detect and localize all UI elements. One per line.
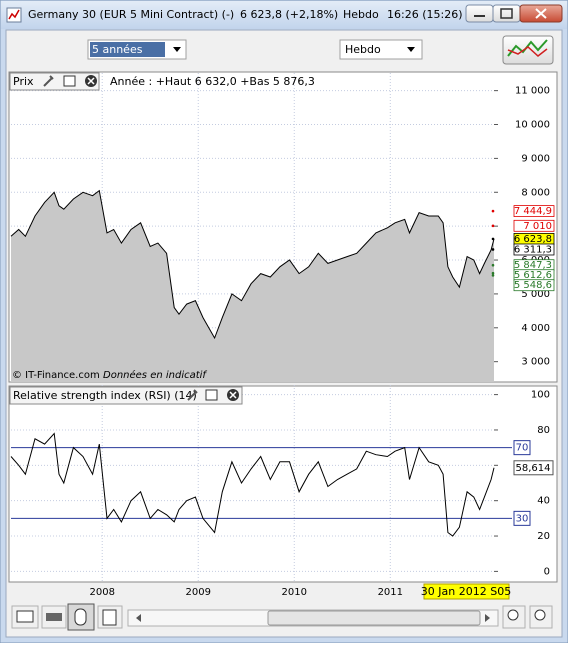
price-level-dot bbox=[491, 263, 495, 267]
zoom-out-glyph bbox=[534, 609, 546, 621]
close-panel-glyph bbox=[229, 391, 237, 399]
x-tick-label: 2011 bbox=[378, 587, 403, 598]
window-period: Hebdo bbox=[343, 8, 379, 21]
rsi-level-box bbox=[513, 510, 531, 526]
price-panel-title: Prix bbox=[13, 75, 34, 88]
dropdown-arrow bbox=[173, 47, 181, 52]
chart-style-button[interactable] bbox=[502, 35, 554, 65]
settings-icon[interactable] bbox=[43, 75, 54, 87]
settings-icon[interactable] bbox=[187, 389, 198, 401]
price-annotation: Année : +Haut 6 632,0 +Bas 5 876,3 bbox=[110, 75, 315, 88]
rsi-level-label: 30 bbox=[516, 513, 529, 524]
price-panel-header bbox=[9, 72, 100, 91]
price-level-box bbox=[513, 219, 555, 232]
cursor-date-box bbox=[423, 583, 510, 600]
price-level-label: 7 010 bbox=[523, 221, 552, 232]
y-tick-label: 0 bbox=[544, 566, 550, 577]
price-level-label: 6 311,3 bbox=[514, 244, 552, 255]
y-tick-label: 11 000 bbox=[515, 86, 550, 97]
price-level-dot bbox=[491, 209, 495, 213]
notes-glyph bbox=[102, 609, 117, 626]
mail-glyph bbox=[16, 610, 34, 623]
y-tick-label: 8 000 bbox=[521, 187, 550, 198]
y-tick-label: 5 000 bbox=[521, 289, 550, 300]
rsi-panel-title: Relative strength index (RSI) (14) bbox=[13, 389, 197, 402]
rsi-line bbox=[10, 432, 495, 537]
window-time: 16:26 (15:26) bbox=[387, 8, 462, 21]
y-tick-label: 100 bbox=[531, 390, 550, 401]
price-level-label: 5 612,6 bbox=[514, 270, 552, 281]
rsi-panel bbox=[8, 385, 558, 583]
price-line bbox=[10, 189, 495, 340]
price-area bbox=[11, 190, 494, 382]
price-level-label: 5 847,3 bbox=[514, 260, 552, 271]
price-level-box bbox=[513, 205, 555, 217]
x-tick-label: 2009 bbox=[186, 587, 211, 598]
minimize-button[interactable] bbox=[465, 4, 494, 23]
x-tick-label: 2010 bbox=[282, 587, 307, 598]
period-select-text: Hebdo bbox=[345, 43, 381, 56]
rsi-last-label: 58,614 bbox=[516, 463, 551, 474]
zoom-in-glyph bbox=[507, 609, 519, 621]
window-title: Germany 30 (EUR 5 Mini Contract) (-) bbox=[28, 8, 234, 21]
rsi-level-label: 70 bbox=[516, 443, 529, 454]
price-level-box bbox=[513, 243, 555, 256]
rsi-level-box bbox=[513, 440, 531, 456]
close-panel-glyph bbox=[87, 77, 95, 85]
price-level-dot bbox=[491, 248, 495, 251]
period-select[interactable] bbox=[339, 39, 423, 60]
scroll-right[interactable] bbox=[485, 614, 490, 622]
scroll-thumb[interactable] bbox=[267, 610, 481, 626]
price-level-box bbox=[513, 279, 555, 292]
y-tick-label: 10 000 bbox=[515, 120, 550, 131]
scroll-left[interactable] bbox=[136, 614, 141, 622]
range-select-text: 5 années bbox=[92, 43, 143, 56]
price-level-dot bbox=[491, 271, 495, 275]
window-icon[interactable] bbox=[205, 389, 218, 401]
crosshair-glyph bbox=[74, 608, 87, 626]
y-tick-label: 80 bbox=[537, 425, 550, 436]
rsi-panel-header bbox=[9, 386, 243, 405]
y-tick-label: 4 000 bbox=[521, 323, 550, 334]
price-level-label: 6 623,8 bbox=[514, 234, 552, 245]
range-select-highlight bbox=[90, 42, 165, 57]
price-level-dot bbox=[491, 237, 495, 241]
maximize-glyph bbox=[500, 8, 513, 19]
window-icon[interactable] bbox=[63, 75, 76, 87]
x-tick-label: 2008 bbox=[89, 587, 114, 598]
bottom-toolbar bbox=[11, 603, 553, 631]
footer-source: © IT-Finance.com bbox=[12, 370, 100, 381]
chart-style-glyph bbox=[507, 46, 548, 57]
close-glyph bbox=[535, 8, 547, 19]
maximize-button[interactable] bbox=[492, 4, 521, 23]
y-tick-label: 3 000 bbox=[521, 357, 550, 368]
window-quote: 6 623,8 (+2,18%) bbox=[240, 8, 338, 21]
print-glyph bbox=[46, 613, 62, 621]
app-icon-glyph bbox=[8, 9, 20, 20]
dropdown-arrow bbox=[407, 47, 415, 52]
rsi-last-box bbox=[513, 460, 554, 476]
price-level-dot bbox=[491, 224, 495, 228]
price-level-label: 7 444,9 bbox=[514, 206, 552, 217]
price-level-label: 5 548,6 bbox=[514, 280, 552, 291]
cursor-date: 30 Jan 2012 S05 bbox=[421, 585, 511, 598]
y-tick-label: 40 bbox=[537, 496, 550, 507]
footer-note: Données en indicatif bbox=[103, 369, 207, 381]
price-level-dot bbox=[491, 274, 495, 277]
y-tick-label: 20 bbox=[537, 531, 550, 542]
y-tick-label: 9 000 bbox=[521, 153, 550, 164]
